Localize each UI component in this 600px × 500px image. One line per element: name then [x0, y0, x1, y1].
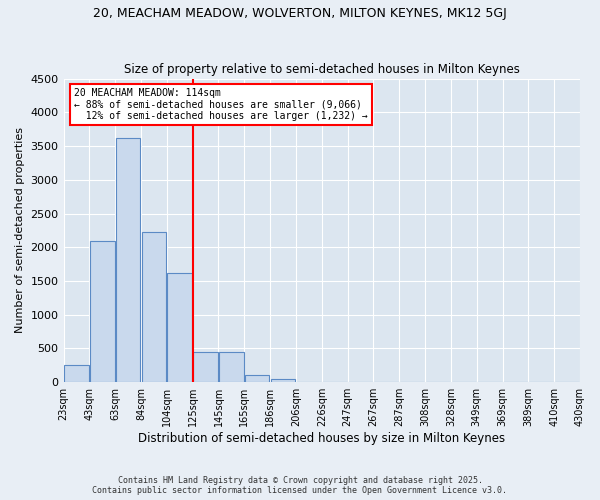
X-axis label: Distribution of semi-detached houses by size in Milton Keynes: Distribution of semi-detached houses by …: [138, 432, 505, 445]
Y-axis label: Number of semi-detached properties: Number of semi-detached properties: [15, 128, 25, 334]
Bar: [64, 366, 89, 382]
Text: 20 MEACHAM MEADOW: 114sqm
← 88% of semi-detached houses are smaller (9,066)
  12: 20 MEACHAM MEADOW: 114sqm ← 88% of semi-…: [74, 88, 368, 121]
Bar: [167, 273, 192, 382]
Text: Contains HM Land Registry data © Crown copyright and database right 2025.
Contai: Contains HM Land Registry data © Crown c…: [92, 476, 508, 495]
Text: 20, MEACHAM MEADOW, WOLVERTON, MILTON KEYNES, MK12 5GJ: 20, MEACHAM MEADOW, WOLVERTON, MILTON KE…: [93, 8, 507, 20]
Title: Size of property relative to semi-detached houses in Milton Keynes: Size of property relative to semi-detach…: [124, 63, 520, 76]
Bar: [116, 138, 140, 382]
Bar: [271, 379, 295, 382]
Bar: [90, 240, 115, 382]
Bar: [219, 352, 244, 382]
Bar: [245, 376, 269, 382]
Bar: [193, 352, 218, 382]
Bar: [142, 232, 166, 382]
